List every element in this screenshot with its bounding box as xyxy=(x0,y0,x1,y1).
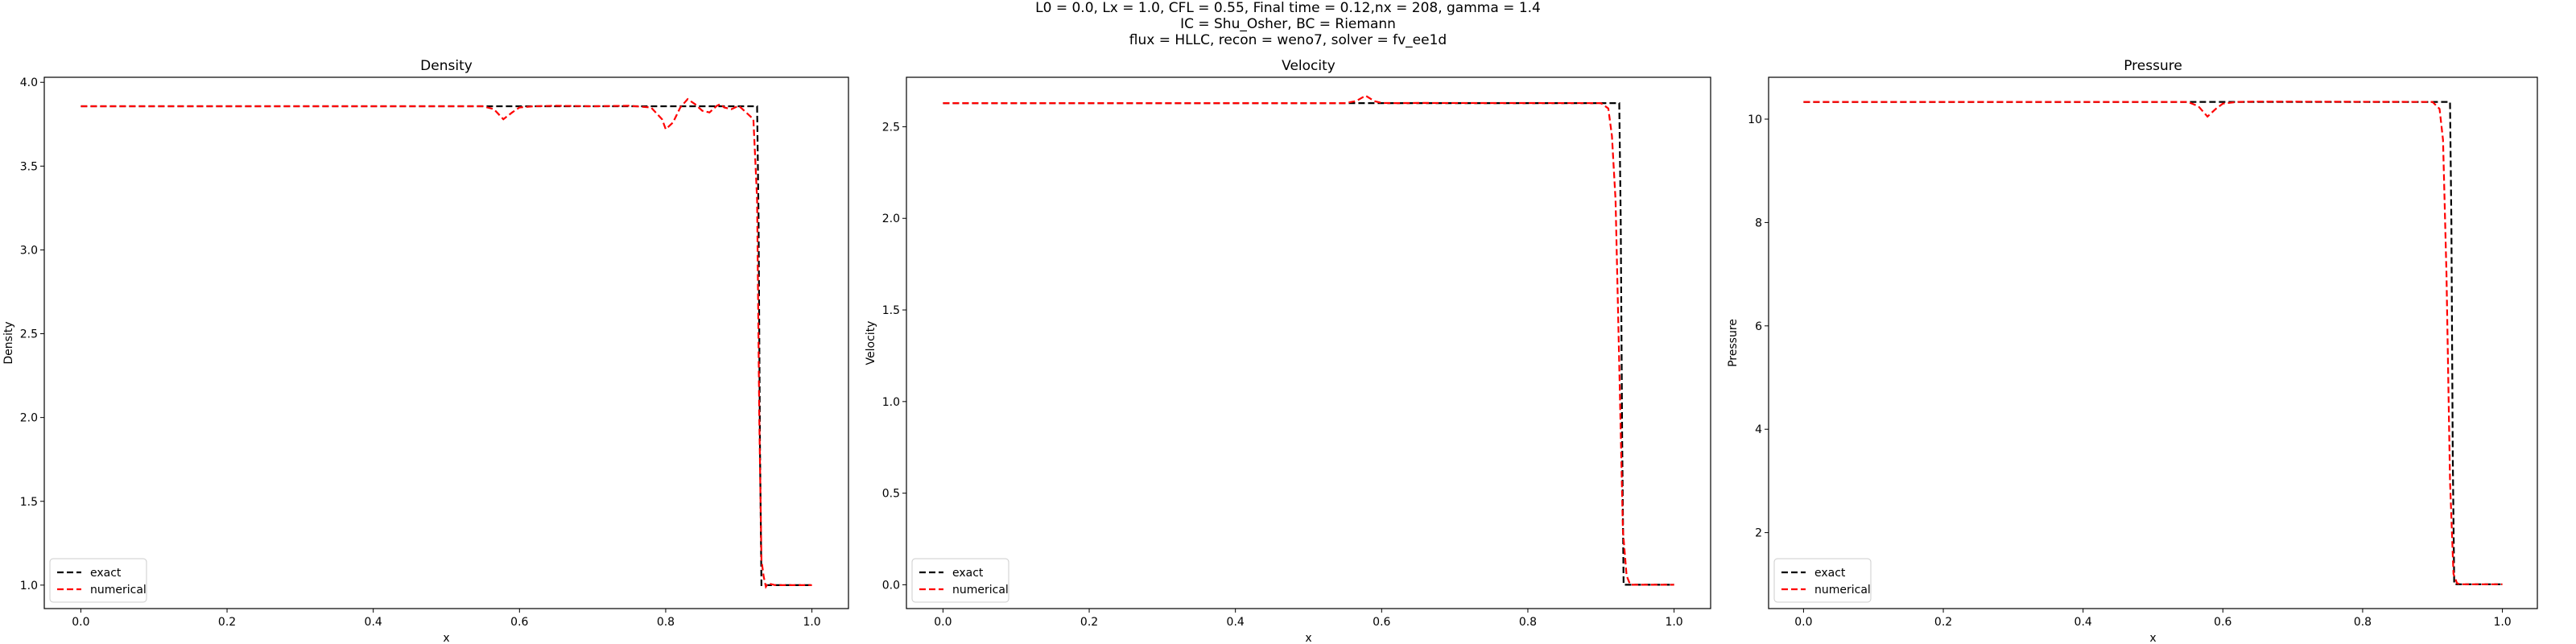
density-xtick-label: 0.8 xyxy=(657,616,675,629)
velocity-legend-label-numerical: numerical xyxy=(952,584,1009,597)
figure-title: L0 = 0.0, Lx = 1.0, CFL = 0.55, Final ti… xyxy=(0,0,2576,48)
velocity-series-numerical xyxy=(943,94,1674,586)
density-axes-frame xyxy=(43,76,849,609)
density-title: Density xyxy=(420,58,473,74)
figure-title-line-1: L0 = 0.0, Lx = 1.0, CFL = 0.55, Final ti… xyxy=(1035,0,1541,16)
density-ytick-label: 4.0 xyxy=(20,76,38,89)
pressure-series-numerical xyxy=(1803,101,2503,585)
velocity-xtick-label: 1.0 xyxy=(1665,616,1682,629)
pressure-xtick-label: 1.0 xyxy=(2493,616,2511,629)
pressure-ytick-label: 6 xyxy=(1755,320,1762,333)
velocity-ytick-label: 1.5 xyxy=(882,304,900,317)
velocity-xtick-label: 0.0 xyxy=(934,616,952,629)
velocity-title: Velocity xyxy=(1282,58,1335,74)
pressure-xlabel: x xyxy=(2149,632,2156,644)
density-ytick-label: 2.0 xyxy=(20,412,38,425)
pressure-ytick-label: 4 xyxy=(1755,423,1762,436)
density-ylabel: Density xyxy=(2,321,15,364)
density-legend-label-numerical: numerical xyxy=(90,584,147,597)
pressure-xtick-label: 0.2 xyxy=(1934,616,1952,629)
density-ytick-label: 1.5 xyxy=(20,496,38,509)
pressure-ytick-label: 10 xyxy=(1748,114,1762,126)
velocity-legend-label-exact: exact xyxy=(952,567,984,580)
density-series-numerical xyxy=(80,97,812,589)
velocity-axes-frame xyxy=(906,76,1711,609)
pressure-legend xyxy=(1773,558,1872,603)
density-series-exact xyxy=(80,105,812,587)
velocity-ytick-label: 1.0 xyxy=(882,396,900,409)
pressure-legend-label-numerical: numerical xyxy=(1814,584,1871,597)
velocity-ytick-label: 2.5 xyxy=(882,121,900,134)
density-ytick-label: 1.0 xyxy=(20,580,38,592)
velocity-ytick-label: 2.0 xyxy=(882,213,900,225)
pressure-legend-label-exact: exact xyxy=(1814,567,1846,580)
pressure-xtick-label: 0.6 xyxy=(2214,616,2231,629)
density-xtick-label: 0.6 xyxy=(510,616,528,629)
velocity-xtick-label: 0.8 xyxy=(1519,616,1537,629)
velocity-legend xyxy=(911,558,1009,603)
velocity-chart: Velocity 0.0 0.2 0.4 0.6 0.8 1.0 0.0 0.5 1.0 1.5 2.… xyxy=(865,58,1711,644)
density-xtick-label: 0.0 xyxy=(72,616,89,629)
density-xtick-label: 0.4 xyxy=(365,616,382,629)
density-legend xyxy=(49,558,147,603)
velocity-ytick-label: 0.0 xyxy=(882,579,900,592)
density-ytick-label: 2.5 xyxy=(20,328,38,341)
velocity-ytick-label: 0.5 xyxy=(882,488,900,501)
figure-title-line-3: flux = HLLC, recon = weno7, solver = fv_… xyxy=(1129,32,1447,48)
density-chart: Density 0.0 0.2 0.4 0.6 0.8 1.0 1.0 1.5 2.0 2.5 3.0… xyxy=(2,58,849,644)
density-xtick-label: 0.2 xyxy=(218,616,236,629)
velocity-xtick-label: 0.6 xyxy=(1373,616,1390,629)
pressure-series-exact xyxy=(1803,101,2503,585)
velocity-xlabel: x xyxy=(1305,632,1311,644)
figure-title-line-2: IC = Shu_Osher, BC = Riemann xyxy=(1180,16,1396,32)
density-ytick-label: 3.5 xyxy=(20,160,38,173)
velocity-xtick-label: 0.4 xyxy=(1227,616,1245,629)
velocity-xtick-label: 0.2 xyxy=(1080,616,1098,629)
pressure-ytick-label: 2 xyxy=(1755,527,1762,540)
velocity-series-exact xyxy=(943,102,1674,586)
density-xtick-label: 1.0 xyxy=(803,616,820,629)
pressure-chart: Pressure 0.0 0.2 0.4 0.6 0.8 1.0 2 4 6 8 10 x Pressur… xyxy=(1727,58,2538,644)
density-legend-label-exact: exact xyxy=(90,567,122,580)
pressure-xtick-label: 0.0 xyxy=(1794,616,1812,629)
density-ytick-label: 3.0 xyxy=(20,244,38,257)
density-xlabel: x xyxy=(443,632,449,644)
pressure-title: Pressure xyxy=(2124,58,2182,74)
pressure-axes-frame xyxy=(1768,76,2538,609)
pressure-xtick-label: 0.8 xyxy=(2354,616,2372,629)
pressure-ylabel: Pressure xyxy=(1727,319,1740,367)
pressure-ytick-label: 8 xyxy=(1755,217,1762,229)
velocity-ylabel: Velocity xyxy=(865,321,877,365)
pressure-xtick-label: 0.4 xyxy=(2074,616,2092,629)
